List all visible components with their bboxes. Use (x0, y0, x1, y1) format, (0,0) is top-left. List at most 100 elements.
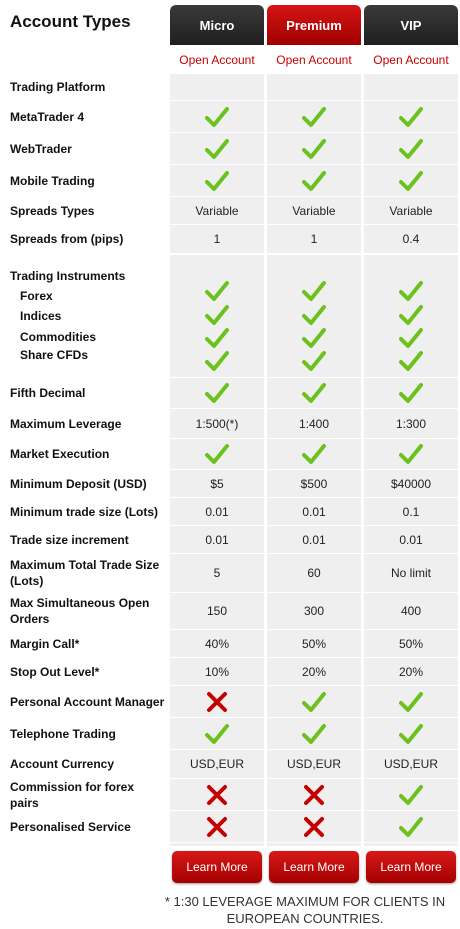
webtrader-label: WebTrader (10, 141, 72, 156)
check-icon (267, 326, 361, 350)
row-divider (0, 657, 460, 658)
max-total-trade-label: Maximum Total Trade Size (Lots) (10, 558, 160, 588)
row-divider (0, 408, 460, 409)
max-leverage-value: 1:300 (395, 416, 427, 431)
cross-icon (170, 811, 264, 842)
instrument-label: Indices (20, 309, 62, 323)
check-icon (170, 303, 264, 327)
instrument-label: Commodities (20, 330, 97, 344)
spreads-from-label: Spreads from (pips) (10, 232, 124, 246)
margin-call-value: 40% (204, 636, 230, 651)
spreads-types-value: Variable (292, 203, 336, 218)
open-account-link-vip[interactable]: Open Account (364, 47, 458, 73)
cross-icon (267, 779, 361, 810)
check-icon (170, 378, 264, 408)
trade-increment-value: 0.01 (399, 532, 423, 547)
max-total-trade-value: No limit (390, 566, 431, 580)
market-execution-label: Market Execution (10, 447, 110, 461)
max-open-orders-value: 400 (400, 604, 422, 618)
row-divider (0, 685, 460, 686)
max-total-trade-value: 5 (213, 566, 221, 580)
mobile-trading-label: Mobile Trading (10, 173, 95, 188)
spreads-types-value: Variable (195, 203, 239, 218)
learn-more-button-micro[interactable]: Learn More (172, 851, 262, 883)
check-icon (364, 718, 458, 749)
instrument-label: Forex (20, 289, 53, 303)
min-trade-size-label: Minimum trade size (Lots) (10, 504, 159, 519)
margin-call-label: Margin Call* (10, 636, 80, 651)
row-divider (0, 164, 460, 165)
trade-increment-value: 0.01 (302, 532, 326, 547)
max-total-trade-value: 60 (307, 566, 321, 580)
spreads-from-value: 1 (213, 232, 221, 246)
check-icon (267, 439, 361, 469)
check-icon (170, 101, 264, 132)
row-divider (0, 525, 460, 526)
max-leverage-value: 1:500(*) (195, 416, 239, 431)
commission-forex-label: Commission for forex pairs (10, 779, 135, 810)
margin-call-value: 50% (301, 636, 327, 651)
min-trade-size-value: 0.1 (402, 504, 420, 519)
check-icon (170, 279, 264, 303)
row-divider (0, 438, 460, 439)
max-open-orders-label: Max Simultaneous Open Orders (10, 596, 150, 626)
min-deposit-value: $5 (210, 476, 224, 491)
open-account-link-micro[interactable]: Open Account (170, 47, 264, 73)
row-divider (0, 377, 460, 378)
max-leverage-value: 1:400 (298, 416, 330, 431)
max-open-orders-value: 150 (206, 604, 228, 618)
min-deposit-label: Minimum Deposit (USD) (10, 476, 147, 491)
row-divider (0, 196, 460, 197)
check-icon (364, 811, 458, 842)
fifth-decimal-label: Fifth Decimal (10, 386, 86, 400)
row-divider (0, 810, 460, 811)
row-divider (0, 629, 460, 630)
tab-micro: Micro (170, 5, 264, 45)
check-icon (364, 165, 458, 196)
account-currency-value: USD,EUR (189, 757, 244, 771)
check-icon (364, 349, 458, 373)
check-icon (170, 718, 264, 749)
check-icon (364, 378, 458, 408)
stop-out-level-value: 20% (398, 664, 424, 679)
row-divider (0, 497, 460, 498)
check-icon (364, 326, 458, 350)
tab-premium: Premium (267, 5, 361, 45)
check-icon (364, 779, 458, 810)
row-divider (0, 132, 460, 133)
learn-more-button-vip[interactable]: Learn More (366, 851, 456, 883)
trade-increment-label: Trade size increment (10, 532, 129, 547)
column-name: Premium (286, 17, 342, 33)
check-icon (364, 279, 458, 303)
min-trade-size-value: 0.01 (205, 504, 229, 519)
check-icon (267, 101, 361, 132)
min-deposit-value: $40000 (390, 476, 432, 491)
column-name: VIP (400, 17, 422, 33)
check-icon (267, 349, 361, 373)
metatrader-4-label: MetaTrader 4 (10, 109, 85, 124)
check-icon (267, 718, 361, 749)
check-icon (364, 686, 458, 717)
max-open-orders-value: 300 (303, 604, 325, 618)
row-divider (0, 224, 460, 225)
cross-icon (267, 811, 361, 842)
row-divider (0, 778, 460, 779)
check-icon (267, 279, 361, 303)
trading-platform-label: Trading Platform (10, 80, 106, 94)
min-deposit-value: $500 (300, 476, 328, 491)
spreads-from-value: 0.4 (402, 232, 420, 246)
stop-out-level-label: Stop Out Level* (10, 664, 100, 679)
check-icon (364, 133, 458, 164)
check-icon (170, 165, 264, 196)
personalised-service-label: Personalised Service (10, 819, 131, 834)
account-currency-value: USD,EUR (383, 757, 438, 771)
row-divider (0, 749, 460, 750)
row-divider (0, 253, 460, 254)
learn-more-button-premium[interactable]: Learn More (269, 851, 359, 883)
row-divider (0, 553, 460, 554)
spreads-types-value: Variable (389, 203, 433, 218)
instrument-label: Share CFDs (20, 348, 89, 362)
page-title: Account Types (10, 12, 131, 31)
open-account-link-premium[interactable]: Open Account (267, 47, 361, 73)
check-icon (170, 349, 264, 373)
